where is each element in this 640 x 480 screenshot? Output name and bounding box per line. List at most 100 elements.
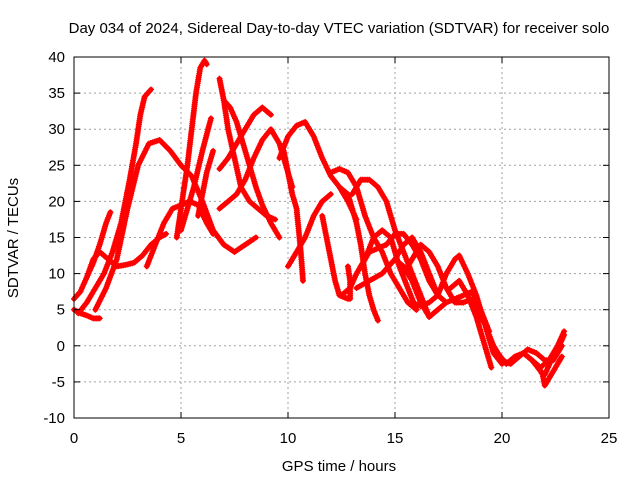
data-point-marker xyxy=(347,272,359,292)
data-point-marker xyxy=(272,216,279,223)
data-point-marker xyxy=(409,277,423,304)
data-point-marker xyxy=(336,183,350,196)
data-point-marker xyxy=(201,57,209,66)
data-point-marker xyxy=(231,242,247,255)
series-arc-9 xyxy=(195,147,217,219)
data-point-marker xyxy=(481,342,494,369)
data-point-marker xyxy=(188,92,199,133)
data-point-marker xyxy=(400,257,415,277)
data-point-marker xyxy=(548,348,560,364)
data-point-marker xyxy=(302,214,316,241)
data-point-marker xyxy=(561,331,568,338)
data-point-marker xyxy=(103,258,120,292)
data-point-marker xyxy=(148,86,155,93)
data-point-marker xyxy=(199,117,214,154)
data-point-marker xyxy=(190,149,205,190)
data-point-marker xyxy=(130,253,145,266)
data-point-marker xyxy=(233,178,248,198)
data-point-marker xyxy=(139,243,153,259)
data-point-marker xyxy=(349,178,363,198)
data-point-marker xyxy=(216,156,230,172)
data-point-marker xyxy=(259,202,273,225)
data-point-marker xyxy=(195,193,205,219)
data-point-marker xyxy=(417,300,431,310)
data-point-marker xyxy=(225,192,239,205)
y-tick-label: 30 xyxy=(48,121,65,138)
data-point-marker xyxy=(353,278,371,292)
data-point-marker xyxy=(96,315,103,322)
data-point-marker xyxy=(167,147,183,167)
series-arc-4 xyxy=(75,86,155,317)
data-point-marker xyxy=(541,376,552,389)
data-point-marker xyxy=(456,252,470,275)
data-point-marker xyxy=(310,133,325,160)
data-point-marker xyxy=(118,178,133,227)
grid-lines xyxy=(74,57,609,418)
data-point-marker xyxy=(370,306,381,322)
data-point-marker xyxy=(83,286,98,306)
data-point-marker xyxy=(451,253,461,263)
data-point-marker xyxy=(276,234,283,241)
data-point-marker xyxy=(267,111,274,118)
y-tick-label: 15 xyxy=(48,230,65,247)
data-point-marker xyxy=(299,277,306,284)
data-point-marker xyxy=(285,124,299,140)
data-point-marker xyxy=(267,126,282,145)
data-point-marker xyxy=(379,227,393,240)
data-point-marker xyxy=(473,313,488,347)
y-tick-label: 35 xyxy=(48,85,65,102)
data-point-marker xyxy=(225,126,238,160)
data-point-marker xyxy=(156,137,172,153)
x-axis-label: GPS time / hours xyxy=(282,458,396,475)
data-point-marker xyxy=(141,87,153,100)
y-tick-label: -5 xyxy=(52,374,65,391)
data-point-marker xyxy=(203,61,210,68)
x-tick-label: 5 xyxy=(177,430,185,447)
data-point-marker xyxy=(524,346,538,356)
data-point-marker xyxy=(107,209,114,216)
data-point-marker xyxy=(216,75,227,102)
data-point-marker xyxy=(285,250,299,270)
data-point-marker xyxy=(103,211,113,227)
y-tick-label: 0 xyxy=(57,338,65,355)
data-point-marker xyxy=(413,306,420,313)
data-point-marker xyxy=(207,115,214,122)
data-point-marker xyxy=(366,246,380,255)
y-tick-label: 20 xyxy=(48,193,65,210)
data-point-marker xyxy=(293,236,308,255)
y-tick-label: -10 xyxy=(43,410,65,427)
data-point-marker xyxy=(231,155,244,188)
data-point-marker xyxy=(417,241,431,254)
x-tick-label: 0 xyxy=(70,430,78,447)
data-point-marker xyxy=(184,128,195,169)
data-point-marker xyxy=(409,299,422,309)
data-point-marker xyxy=(227,104,239,124)
data-point-marker xyxy=(210,230,217,237)
y-tick-label: 25 xyxy=(48,157,65,174)
data-series xyxy=(71,57,568,389)
data-point-marker xyxy=(464,270,479,297)
y-axis-label: SDTVAR / TECUs xyxy=(5,178,22,298)
data-point-marker xyxy=(546,366,558,382)
data-point-marker xyxy=(267,220,282,239)
data-point-marker xyxy=(163,230,170,237)
data-point-marker xyxy=(443,285,457,304)
data-point-marker xyxy=(533,350,547,362)
data-point-marker xyxy=(327,256,338,282)
data-point-marker xyxy=(135,142,152,169)
data-point-marker xyxy=(83,261,96,281)
data-point-marker xyxy=(533,360,545,377)
data-point-marker xyxy=(344,191,359,225)
x-tick-label: 15 xyxy=(387,430,404,447)
data-point-marker xyxy=(240,140,252,167)
data-point-marker xyxy=(160,207,175,227)
data-point-marker xyxy=(327,166,341,176)
series-arc-5 xyxy=(92,137,259,313)
data-point-marker xyxy=(113,207,131,263)
data-point-marker xyxy=(126,142,139,183)
data-point-marker xyxy=(417,256,432,282)
data-point-marker xyxy=(246,198,260,211)
data-point-marker xyxy=(347,295,354,302)
